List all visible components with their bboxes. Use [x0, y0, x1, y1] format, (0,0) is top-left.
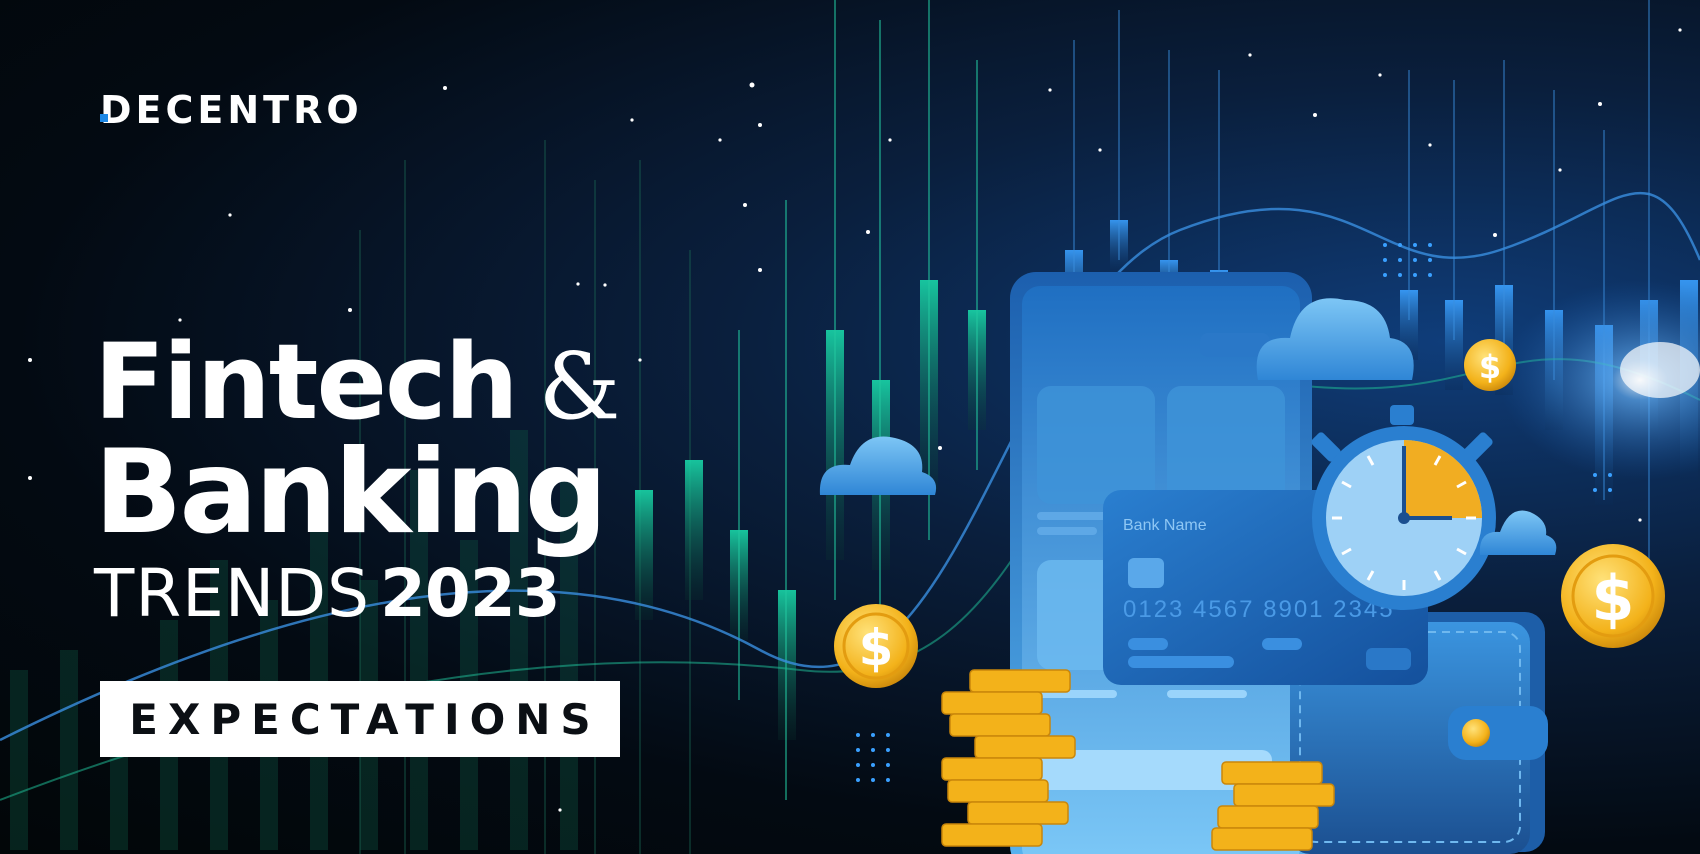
headline-line3: TRENDS 2023 [94, 551, 619, 637]
coin-symbol: $ [859, 619, 894, 677]
headline-banking: Banking [94, 425, 608, 560]
headline: Fintech & Banking TRENDS 2023 [94, 330, 621, 637]
headline-ampersand: & [538, 333, 621, 440]
expectations-label: EXPECTATIONS [129, 694, 601, 744]
logo-accent-mark [100, 114, 108, 122]
coin-icon: $ $ $ [834, 339, 1665, 688]
headline-year: 2023 [379, 555, 561, 632]
card-bank-name: Bank Name [1123, 517, 1207, 534]
card-number: 0123 4567 8901 2345 [1123, 596, 1395, 623]
brand-name: DECENTRO [100, 88, 363, 132]
headline-fintech: Fintech [94, 321, 519, 443]
headline-trends: TRENDS [94, 555, 370, 632]
coin-symbol: $ [1479, 348, 1501, 386]
cloud-icon [819, 298, 1557, 555]
brand-logo: DECENTRO [100, 88, 363, 132]
coin-stack-icon [941, 669, 1335, 851]
stopwatch-icon [1311, 405, 1496, 610]
headline-line1: Fintech & [94, 330, 621, 440]
coin-symbol: $ [1591, 562, 1634, 635]
expectations-badge: EXPECTATIONS [100, 681, 620, 757]
